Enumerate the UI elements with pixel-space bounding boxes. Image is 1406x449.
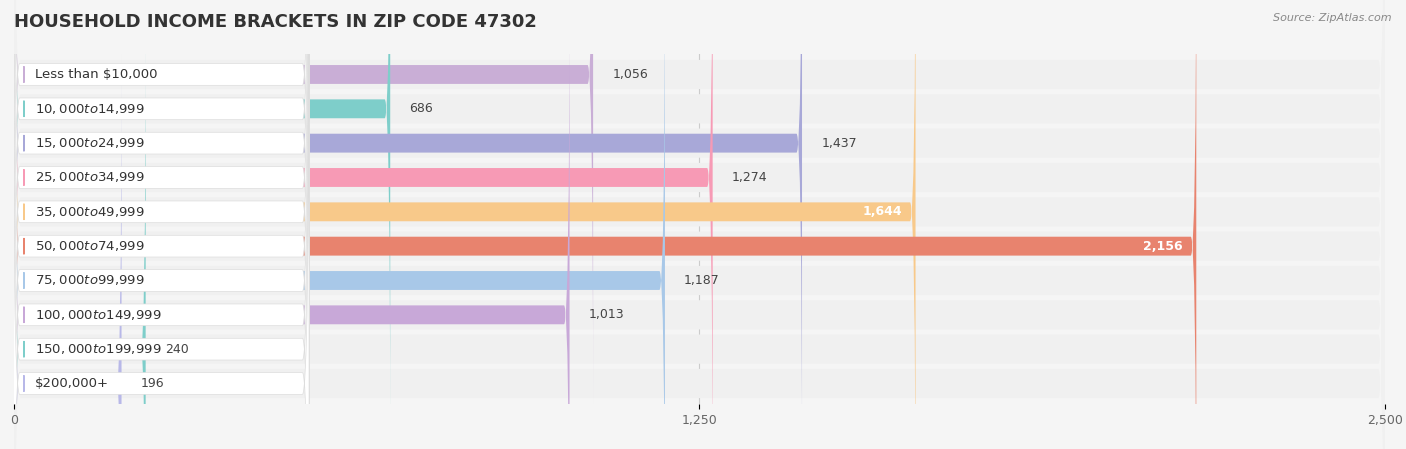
FancyBboxPatch shape <box>14 0 1385 449</box>
Text: 686: 686 <box>409 102 433 115</box>
FancyBboxPatch shape <box>14 0 1385 449</box>
Text: $100,000 to $149,999: $100,000 to $149,999 <box>35 308 162 322</box>
FancyBboxPatch shape <box>13 0 309 449</box>
FancyBboxPatch shape <box>13 0 309 449</box>
Text: 1,187: 1,187 <box>685 274 720 287</box>
FancyBboxPatch shape <box>13 0 309 449</box>
Text: $75,000 to $99,999: $75,000 to $99,999 <box>35 273 145 287</box>
Text: $25,000 to $34,999: $25,000 to $34,999 <box>35 171 145 185</box>
FancyBboxPatch shape <box>14 0 801 449</box>
FancyBboxPatch shape <box>14 0 713 449</box>
Text: $50,000 to $74,999: $50,000 to $74,999 <box>35 239 145 253</box>
FancyBboxPatch shape <box>14 0 1197 449</box>
FancyBboxPatch shape <box>14 0 1385 449</box>
Text: Less than $10,000: Less than $10,000 <box>35 68 157 81</box>
FancyBboxPatch shape <box>14 0 569 449</box>
FancyBboxPatch shape <box>13 0 309 449</box>
Text: $10,000 to $14,999: $10,000 to $14,999 <box>35 102 145 116</box>
FancyBboxPatch shape <box>14 0 391 443</box>
Text: 196: 196 <box>141 377 165 390</box>
Text: 1,056: 1,056 <box>612 68 648 81</box>
Text: $200,000+: $200,000+ <box>35 377 108 390</box>
FancyBboxPatch shape <box>14 0 593 409</box>
Text: 2,156: 2,156 <box>1143 240 1182 253</box>
FancyBboxPatch shape <box>14 0 665 449</box>
Text: HOUSEHOLD INCOME BRACKETS IN ZIP CODE 47302: HOUSEHOLD INCOME BRACKETS IN ZIP CODE 47… <box>14 13 537 31</box>
FancyBboxPatch shape <box>14 15 146 449</box>
FancyBboxPatch shape <box>13 0 309 449</box>
FancyBboxPatch shape <box>13 0 309 449</box>
Text: 1,274: 1,274 <box>733 171 768 184</box>
Text: Source: ZipAtlas.com: Source: ZipAtlas.com <box>1274 13 1392 23</box>
FancyBboxPatch shape <box>13 0 309 449</box>
FancyBboxPatch shape <box>14 0 915 449</box>
FancyBboxPatch shape <box>13 0 309 449</box>
Text: 1,437: 1,437 <box>821 136 856 150</box>
Text: 1,644: 1,644 <box>862 205 901 218</box>
FancyBboxPatch shape <box>14 0 1385 449</box>
FancyBboxPatch shape <box>14 0 1385 449</box>
Text: $35,000 to $49,999: $35,000 to $49,999 <box>35 205 145 219</box>
FancyBboxPatch shape <box>14 0 1385 449</box>
FancyBboxPatch shape <box>14 0 1385 449</box>
FancyBboxPatch shape <box>14 0 1385 449</box>
FancyBboxPatch shape <box>13 0 309 449</box>
Text: $15,000 to $24,999: $15,000 to $24,999 <box>35 136 145 150</box>
FancyBboxPatch shape <box>14 49 121 449</box>
Text: 1,013: 1,013 <box>589 308 624 321</box>
FancyBboxPatch shape <box>13 0 309 449</box>
FancyBboxPatch shape <box>14 0 1385 449</box>
Text: 240: 240 <box>165 343 188 356</box>
Text: $150,000 to $199,999: $150,000 to $199,999 <box>35 342 162 356</box>
FancyBboxPatch shape <box>14 0 1385 449</box>
